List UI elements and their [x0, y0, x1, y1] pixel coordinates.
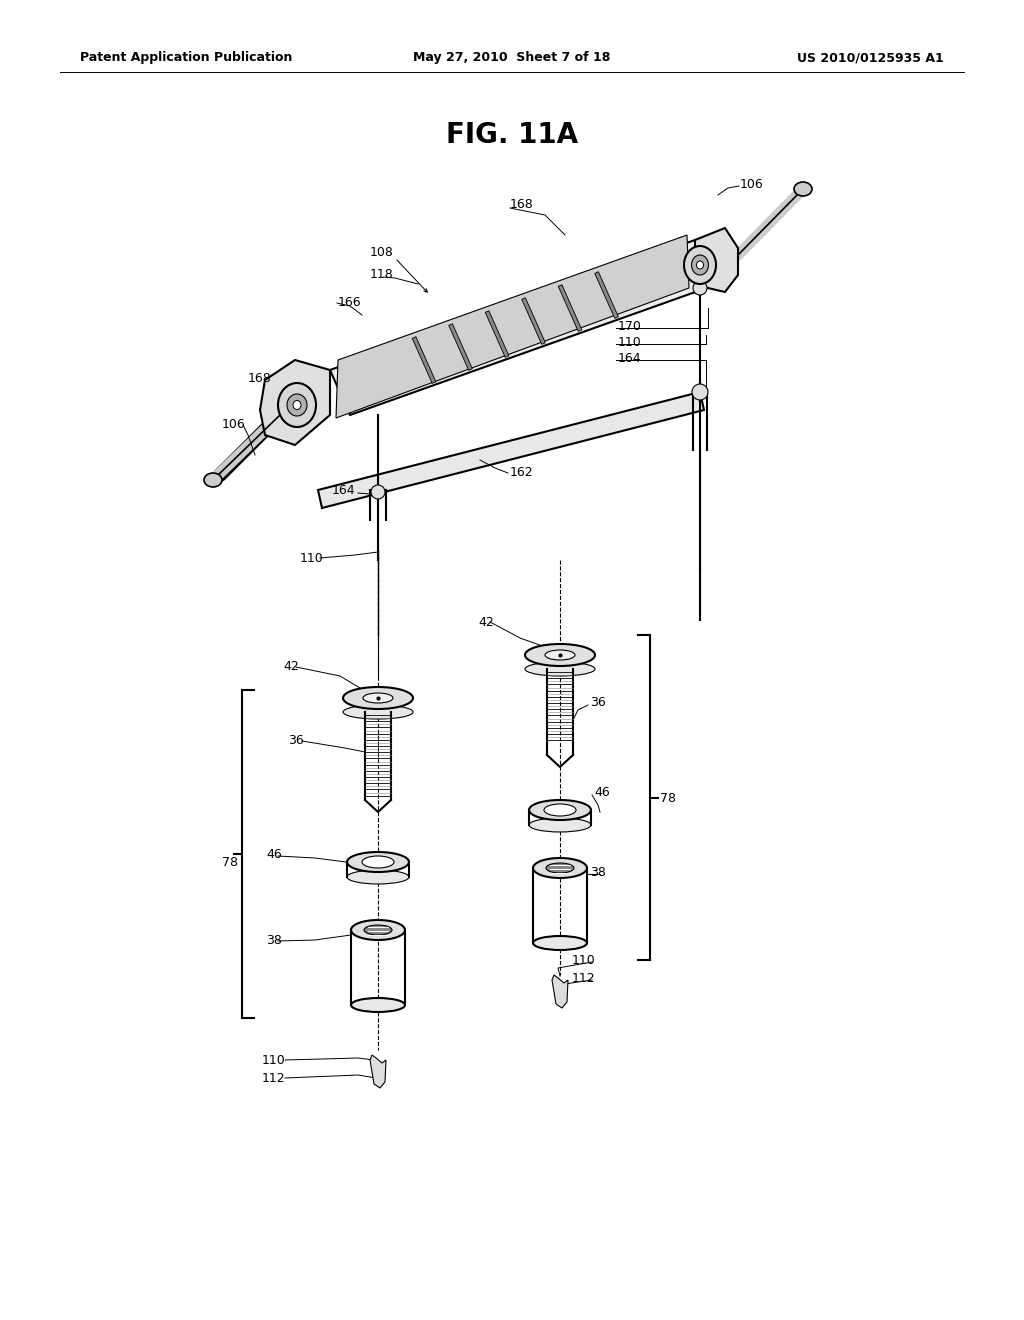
- Text: 46: 46: [594, 787, 609, 800]
- Text: 164: 164: [332, 483, 355, 496]
- Ellipse shape: [347, 870, 409, 884]
- Text: 110: 110: [618, 335, 642, 348]
- Text: 110: 110: [300, 552, 324, 565]
- Text: 36: 36: [590, 697, 606, 710]
- Text: 42: 42: [478, 615, 494, 628]
- Ellipse shape: [204, 473, 222, 487]
- Text: 36: 36: [288, 734, 304, 747]
- Ellipse shape: [351, 920, 406, 940]
- Ellipse shape: [525, 644, 595, 667]
- Text: 78: 78: [660, 792, 676, 804]
- Polygon shape: [485, 310, 509, 358]
- Ellipse shape: [362, 855, 394, 869]
- Text: 112: 112: [572, 972, 596, 985]
- Text: 166: 166: [625, 284, 648, 297]
- Ellipse shape: [293, 400, 301, 409]
- Ellipse shape: [343, 686, 413, 709]
- Ellipse shape: [696, 261, 703, 269]
- Ellipse shape: [546, 863, 574, 873]
- Text: 118: 118: [370, 268, 394, 281]
- Ellipse shape: [545, 649, 575, 660]
- Polygon shape: [336, 235, 689, 418]
- Ellipse shape: [362, 693, 393, 704]
- Text: 170: 170: [618, 319, 642, 333]
- Ellipse shape: [371, 484, 385, 499]
- Ellipse shape: [351, 998, 406, 1012]
- Ellipse shape: [364, 925, 392, 935]
- Text: 106: 106: [740, 178, 764, 191]
- Polygon shape: [522, 298, 546, 345]
- Text: 78: 78: [222, 855, 238, 869]
- Ellipse shape: [544, 804, 575, 816]
- Text: 38: 38: [266, 933, 282, 946]
- Polygon shape: [595, 272, 618, 318]
- Ellipse shape: [693, 281, 707, 294]
- Text: May 27, 2010  Sheet 7 of 18: May 27, 2010 Sheet 7 of 18: [414, 51, 610, 65]
- Text: FIG. 11A: FIG. 11A: [445, 121, 579, 149]
- Ellipse shape: [691, 255, 709, 275]
- Text: 168: 168: [248, 371, 271, 384]
- Ellipse shape: [534, 936, 587, 950]
- Ellipse shape: [529, 800, 591, 820]
- Text: 164: 164: [618, 351, 642, 364]
- Text: 42: 42: [283, 660, 299, 673]
- Text: US 2010/0125935 A1: US 2010/0125935 A1: [798, 51, 944, 65]
- Text: 172: 172: [455, 335, 479, 348]
- Text: 38: 38: [590, 866, 606, 879]
- Polygon shape: [552, 975, 568, 1008]
- Ellipse shape: [525, 663, 595, 676]
- Ellipse shape: [534, 858, 587, 878]
- Ellipse shape: [347, 851, 409, 873]
- Polygon shape: [695, 228, 738, 292]
- Polygon shape: [413, 337, 436, 383]
- Polygon shape: [318, 392, 705, 508]
- Polygon shape: [449, 323, 472, 371]
- Ellipse shape: [287, 393, 307, 416]
- Text: 112: 112: [262, 1072, 286, 1085]
- Polygon shape: [330, 240, 715, 414]
- Text: 106: 106: [222, 418, 246, 432]
- Polygon shape: [370, 1055, 386, 1088]
- Ellipse shape: [684, 246, 716, 284]
- Text: 110: 110: [262, 1053, 286, 1067]
- Text: Patent Application Publication: Patent Application Publication: [80, 51, 293, 65]
- Text: 166: 166: [338, 296, 361, 309]
- Polygon shape: [558, 285, 582, 331]
- Ellipse shape: [529, 818, 591, 832]
- Text: 110: 110: [572, 953, 596, 966]
- Ellipse shape: [794, 182, 812, 195]
- Text: 108: 108: [370, 246, 394, 259]
- Ellipse shape: [278, 383, 316, 426]
- Polygon shape: [260, 360, 330, 445]
- Ellipse shape: [692, 384, 708, 400]
- Ellipse shape: [343, 705, 413, 719]
- Text: 168: 168: [510, 198, 534, 211]
- Text: 162: 162: [510, 466, 534, 479]
- Text: 46: 46: [266, 849, 282, 862]
